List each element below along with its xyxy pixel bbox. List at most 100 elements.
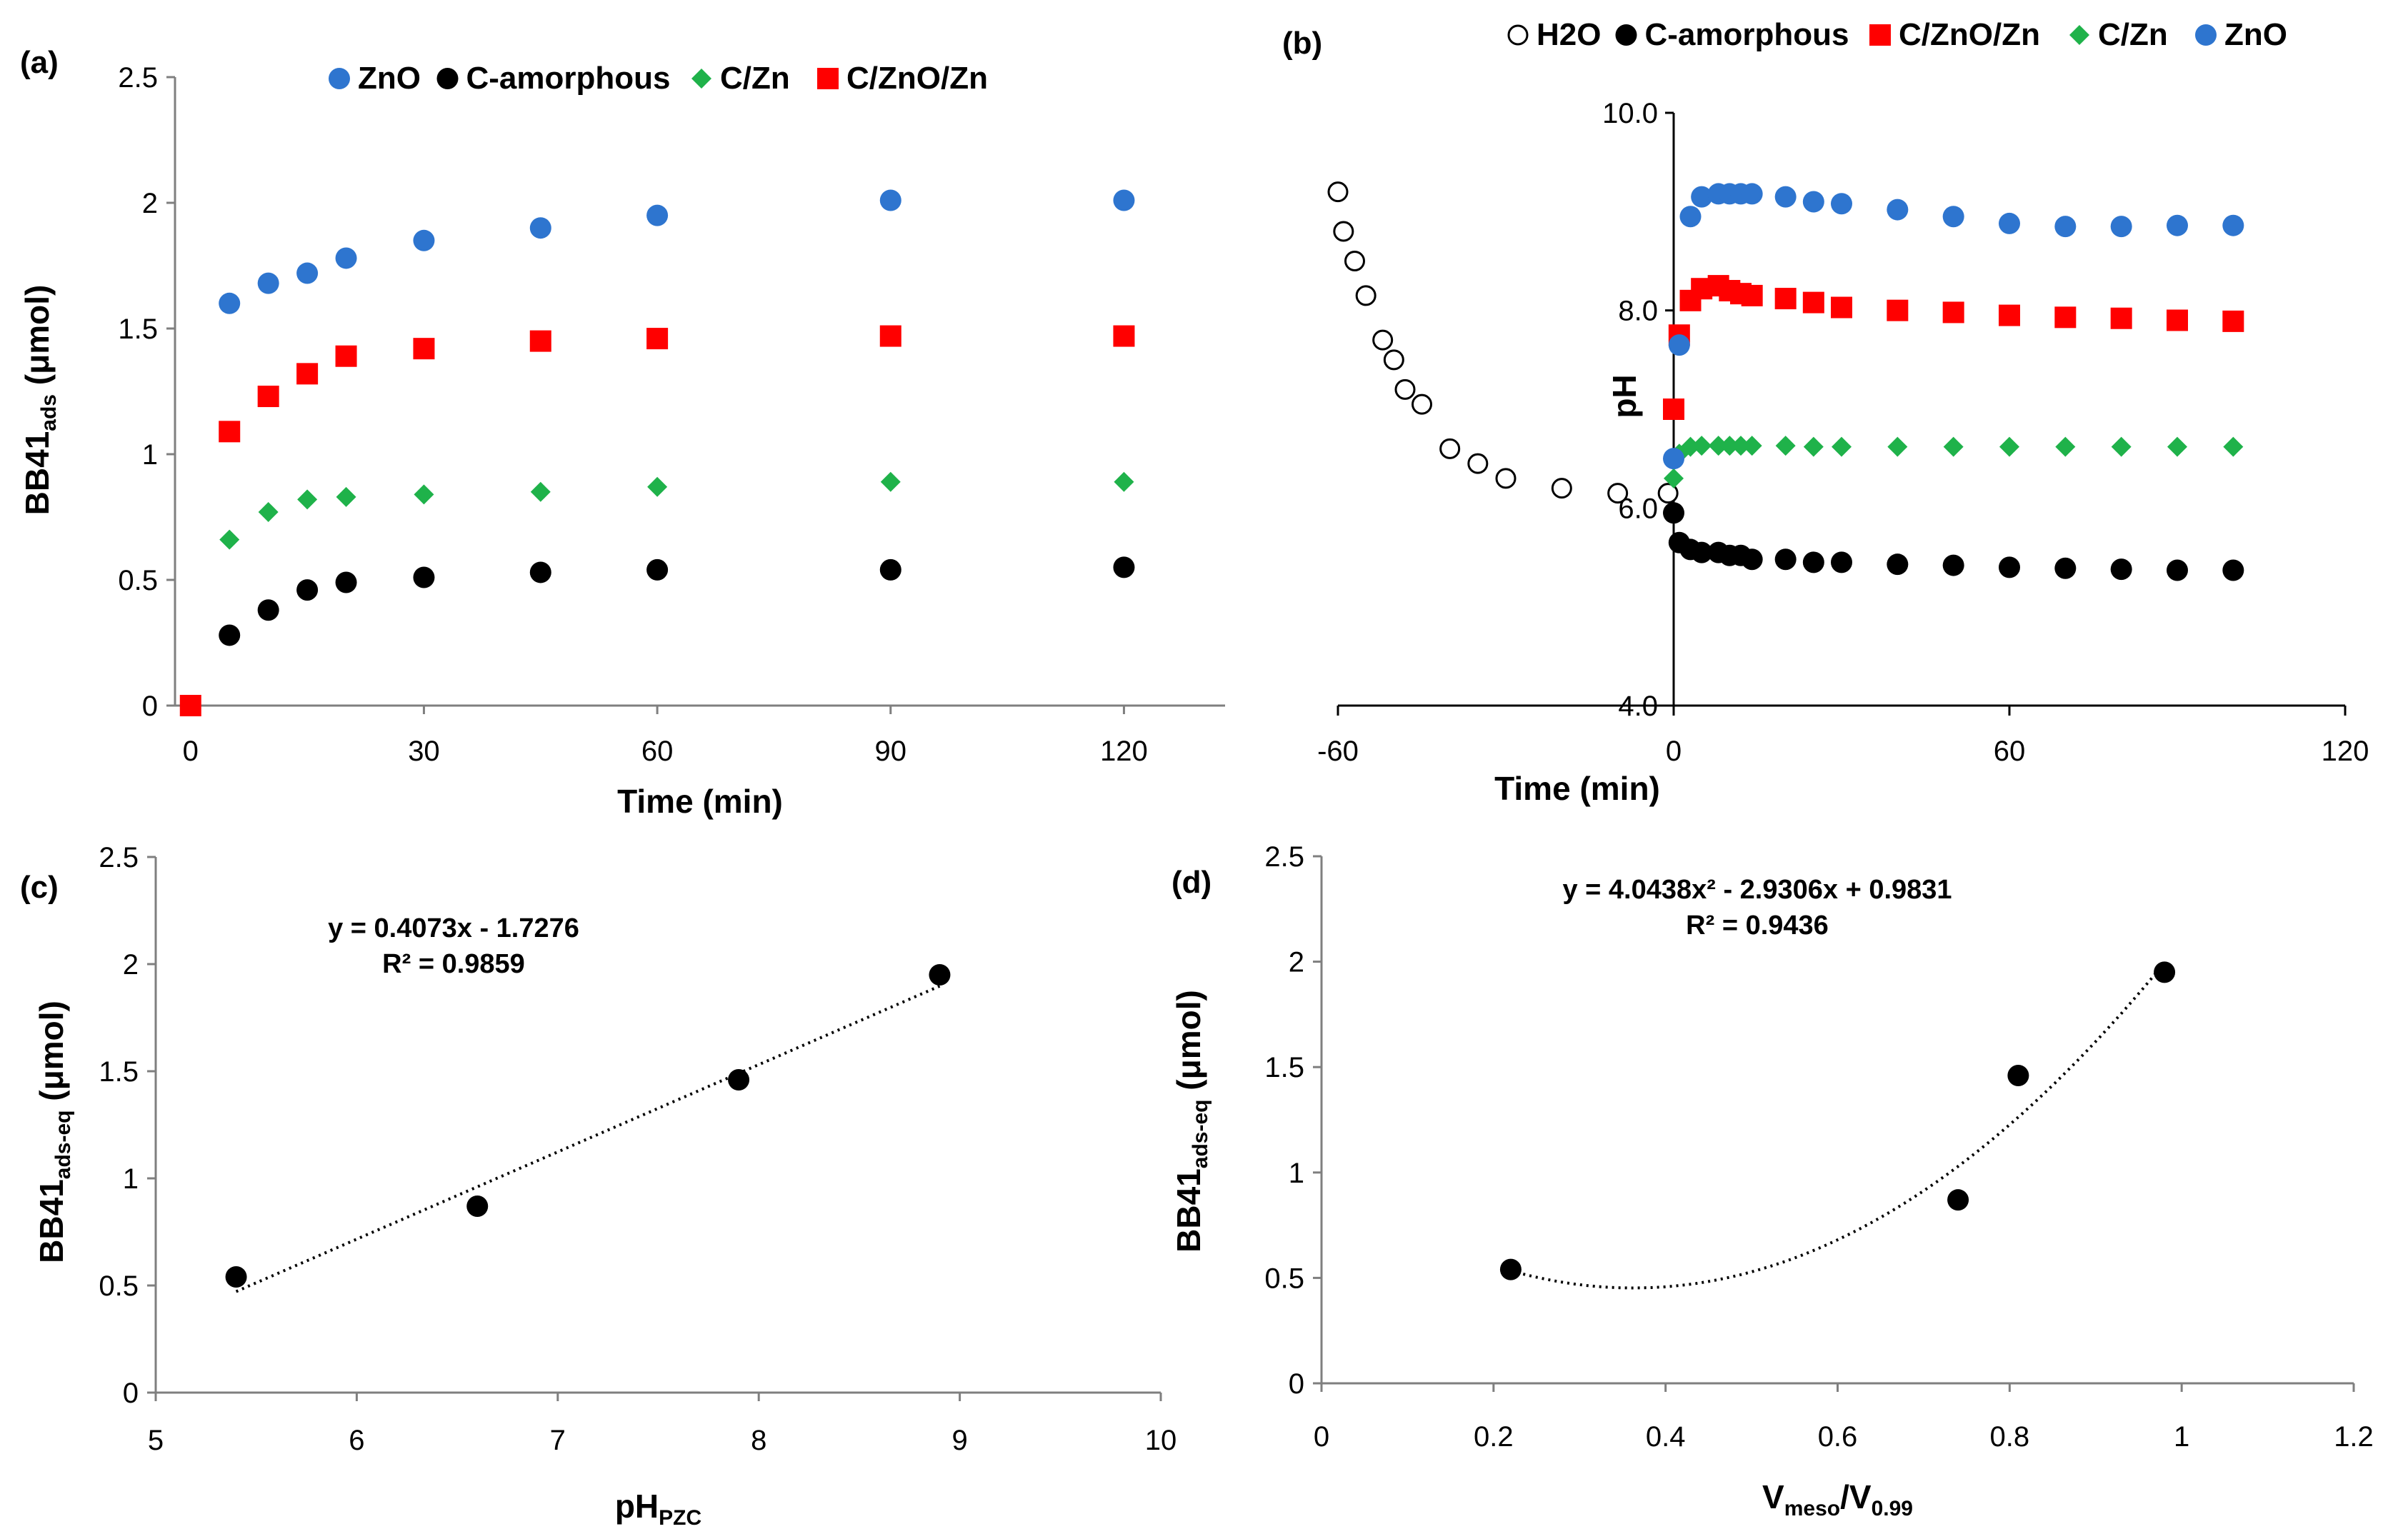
x-tick-label: 0.6	[1818, 1421, 1858, 1453]
data-point	[1803, 436, 1824, 457]
data-point	[2111, 436, 2132, 457]
data-point	[1333, 221, 1354, 242]
data-point	[1439, 438, 1461, 459]
data-point	[413, 229, 435, 251]
y-tick-label: 0	[142, 691, 158, 722]
x-tick-label: 1.2	[2334, 1421, 2374, 1453]
panel-d: 0 0.2 0.4 0.6 0.8 1 1.2 0 0.5 1 1.5 2 2.5 (d) Vmeso/V0…	[1170, 841, 2374, 1520]
data-point	[1742, 436, 1762, 456]
x-axis-title: Time (min)	[617, 783, 783, 820]
legend-label: H2O	[1537, 17, 1601, 52]
data-point	[297, 489, 318, 510]
data-point	[1372, 329, 1394, 351]
legend-item: C/ZnO/Zn	[817, 61, 988, 96]
data-point	[1774, 548, 1797, 571]
data-point	[1668, 334, 1690, 356]
y-axis-title: BB41ads-eq (μmol)	[33, 1001, 75, 1263]
legend-marker	[1507, 24, 1529, 46]
x-tick-label: 60	[1994, 736, 2026, 767]
data-point	[1774, 288, 1797, 310]
data-point	[1831, 193, 1852, 215]
series-c-zn	[1664, 436, 2244, 488]
data-point	[258, 501, 279, 522]
data-point	[1114, 471, 1134, 492]
data-point	[1943, 436, 1964, 457]
data-point	[335, 571, 357, 593]
legend-marker	[2069, 25, 2089, 45]
legend-label: C-amorphous	[1645, 17, 1849, 52]
y-tick-label: 8.0	[1618, 296, 1658, 327]
legend-marker	[2195, 24, 2217, 46]
data-point	[1741, 548, 1763, 571]
data-point	[1467, 453, 1489, 474]
data-point	[1887, 299, 1909, 321]
legend-item: C/Zn	[2069, 17, 2168, 52]
data-point	[1832, 436, 1852, 457]
data-point	[219, 529, 240, 550]
y-tick-label: 2	[1289, 947, 1304, 978]
y-tick-label: 0.5	[99, 1270, 139, 1302]
y-tick-label: 0.5	[1264, 1263, 1304, 1294]
data-point	[1680, 436, 1701, 457]
data-point	[879, 189, 901, 211]
x-tick-label: 10	[1145, 1425, 1177, 1456]
series-data	[1499, 961, 2176, 1280]
trendline-equation: y = 0.4073x - 1.7276	[328, 913, 579, 943]
data-point	[880, 471, 901, 492]
trendline-equation: y = 4.0438x² - 2.9306x + 0.9831	[1562, 875, 1952, 905]
legend-marker	[1869, 24, 1891, 46]
data-point	[1394, 379, 1416, 400]
r-squared-label: R² = 0.9859	[382, 949, 525, 979]
data-point	[1942, 206, 1964, 228]
legend-item: ZnO	[329, 61, 421, 96]
legend-marker	[1615, 24, 1637, 46]
data-point	[2222, 559, 2244, 581]
data-point	[413, 566, 435, 588]
data-point	[1679, 206, 1702, 228]
data-point	[1999, 556, 2020, 578]
x-tick-label: 9	[951, 1425, 967, 1456]
data-point	[179, 695, 201, 716]
data-point	[1831, 296, 1852, 319]
data-point	[1691, 186, 1713, 208]
y-tick-label: 1	[1289, 1158, 1304, 1189]
data-point	[466, 1195, 489, 1217]
data-point	[2110, 307, 2132, 329]
x-tick-label: 5	[148, 1425, 164, 1456]
data-point	[413, 338, 435, 360]
data-point	[1999, 212, 2020, 234]
data-point	[1113, 325, 1135, 347]
x-tick-label: 0	[1666, 736, 1682, 767]
x-tick-label: 1	[2174, 1421, 2189, 1453]
data-point	[414, 484, 434, 505]
data-point	[2167, 309, 2188, 331]
data-point	[1741, 183, 1763, 205]
data-point	[1692, 436, 1712, 456]
legend-item: C/ZnO/Zn	[1869, 17, 2040, 52]
data-point	[1663, 398, 1684, 420]
y-axis-title: BB41ads-eq (μmol)	[1170, 990, 1212, 1253]
data-point	[225, 1266, 247, 1288]
panel-label: (c)	[20, 870, 59, 905]
legend: H2O C-amorphous C/ZnO/Zn C/Zn ZnO	[1507, 17, 2287, 52]
x-tick-label: 30	[408, 736, 440, 767]
data-point	[2167, 559, 2188, 581]
data-point	[529, 217, 551, 239]
data-point	[1383, 349, 1404, 371]
y-tick-label: 2.5	[1264, 841, 1304, 873]
legend-marker	[691, 69, 711, 89]
data-point	[646, 328, 669, 350]
series-zno	[1663, 183, 2244, 470]
data-point	[1113, 556, 1135, 578]
legend-label: C-amorphous	[466, 61, 671, 96]
data-point	[2055, 436, 2076, 457]
legend-item: C-amorphous	[1615, 17, 1849, 52]
y-tick-label: 0.5	[118, 565, 158, 596]
legend-label: C/Zn	[720, 61, 790, 96]
data-point	[335, 247, 357, 269]
data-point	[529, 330, 551, 352]
data-point	[2054, 306, 2077, 329]
y-tick-label: 10.0	[1602, 98, 1658, 129]
data-point	[1802, 191, 1824, 213]
data-point	[647, 476, 668, 497]
